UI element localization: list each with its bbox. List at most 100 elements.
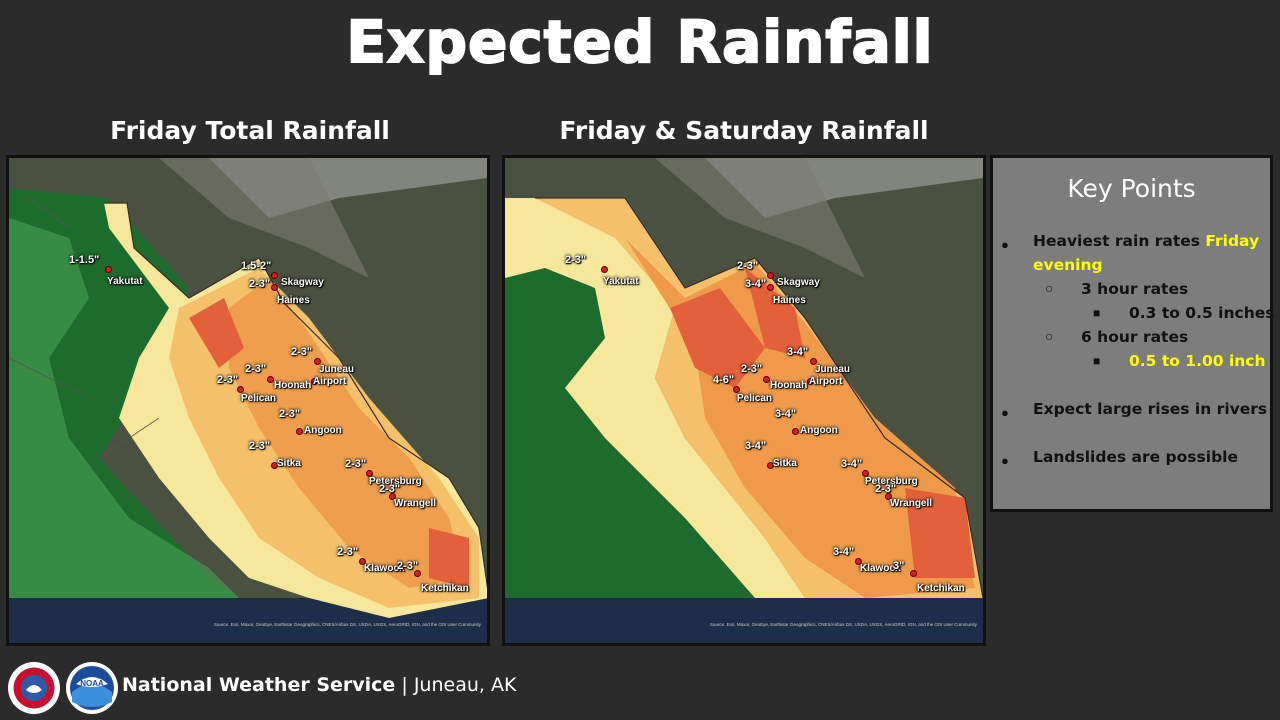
location-marker-sitka[interactable]	[767, 462, 774, 469]
location-marker-pelican[interactable]	[733, 386, 740, 393]
town-label-sitka: Sitka	[773, 458, 797, 469]
nws-logo-icon	[9, 663, 59, 713]
noaa-logo: NOAA	[66, 662, 118, 714]
square-bullet-icon: ■	[1093, 354, 1101, 368]
map-title-friday-saturday: Friday & Saturday Rainfall	[559, 116, 929, 145]
rainfall-map-friday-saturday	[505, 158, 983, 643]
location-marker-klawock[interactable]	[855, 558, 862, 565]
sub-point-3hr: 3 hour rates	[1081, 280, 1189, 298]
location-marker-airport[interactable]	[807, 378, 814, 385]
footer-org: National Weather Service	[122, 674, 396, 696]
town-label-wrangell: Wrangell	[394, 498, 437, 509]
rainfall-amount-klawock: 3-4"	[833, 546, 855, 558]
town-label-klawock: Klawock	[860, 563, 901, 574]
key-points-panel: Key Points ● Heaviest rain rates Friday …	[990, 155, 1275, 512]
rainfall-amount-wrangell: 2-3"	[379, 483, 401, 495]
location-marker-sitka[interactable]	[271, 462, 278, 469]
bullet-icon: ●	[1001, 453, 1009, 468]
location-marker-juneau[interactable]	[810, 358, 817, 365]
town-label-skagway: Skagway	[777, 277, 820, 288]
square-bullet-icon: ■	[1093, 306, 1101, 320]
rainfall-amount-wrangell: 2-3"	[875, 483, 897, 495]
location-marker-angoon[interactable]	[792, 428, 799, 435]
svg-text:NOAA: NOAA	[80, 679, 104, 688]
rainfall-amount-juneau: 3-4"	[787, 346, 809, 358]
rainfall-amount-sitka: 2-3"	[249, 440, 271, 452]
town-label-skagway: Skagway	[281, 277, 324, 288]
town-label-juneau: Juneau	[319, 364, 355, 375]
key-point-rivers: Expect large rises in rivers	[1033, 400, 1268, 418]
town-label-angoon: Angoon	[304, 425, 342, 436]
rainfall-amount-angoon: 3-4"	[775, 408, 797, 420]
footer-office: Juneau, AK	[413, 674, 517, 696]
town-label-pelican: Pelican	[737, 393, 773, 404]
location-marker-petersburg[interactable]	[366, 470, 373, 477]
key-point-heaviest-rain-cont: evening	[1033, 256, 1103, 274]
location-marker-ketchikan[interactable]	[414, 570, 421, 577]
location-marker-hoonah[interactable]	[763, 376, 770, 383]
location-marker-skagway[interactable]	[767, 272, 774, 279]
key-point-heaviest-rain: Heaviest rain rates Friday	[1033, 232, 1260, 250]
rainfall-amount-ketchikan: 2-3"	[397, 560, 419, 572]
bullet-icon: ●	[1001, 237, 1009, 252]
location-marker-ketchikan[interactable]	[910, 570, 917, 577]
town-label-pelican: Pelican	[241, 393, 277, 404]
rainfall-amount-pelican: 4-6"	[713, 374, 735, 386]
location-marker-skagway[interactable]	[271, 272, 278, 279]
town-label-yakutat: Yakutat	[107, 276, 143, 287]
location-marker-wrangell[interactable]	[389, 493, 396, 500]
map-friday-saturday[interactable]: Yakutat 2-3" Skagway 2-3" Haines 3-4" Juneau 3-…	[502, 155, 986, 646]
location-marker-yakutat[interactable]	[105, 266, 112, 273]
town-label-ketchikan: Ketchikan	[421, 583, 469, 594]
rainfall-amount-hoonah: 2-3"	[245, 363, 267, 375]
rainfall-amount-pelican: 2-3"	[217, 374, 239, 386]
location-marker-airport[interactable]	[311, 378, 318, 385]
footer: National Weather Service | Juneau, AK	[122, 674, 516, 696]
town-label-hoonah: Hoonah	[770, 380, 808, 391]
town-label-ketchikan: Ketchikan	[917, 583, 965, 594]
rainfall-amount-hoonah: 2-3"	[741, 363, 763, 375]
sub-point-3hr-value: 0.3 to 0.5 inches	[1129, 304, 1275, 322]
circle-bullet-icon: ○	[1045, 328, 1054, 344]
sub-point-6hr-value: 0.5 to 1.00 inch	[1129, 352, 1266, 370]
circle-bullet-icon: ○	[1045, 280, 1054, 296]
rainfall-amount-petersburg: 3-4"	[841, 458, 863, 470]
bullet-icon: ●	[1001, 405, 1009, 420]
sub-point-6hr: 6 hour rates	[1081, 328, 1189, 346]
location-marker-wrangell[interactable]	[885, 493, 892, 500]
map-source: Source: Esri, Maxar, GeoEye, Earthstar G…	[709, 622, 977, 627]
location-marker-klawock[interactable]	[359, 558, 366, 565]
rainfall-amount-juneau: 2-3"	[291, 346, 313, 358]
rainfall-amount-haines: 3-4"	[745, 278, 767, 290]
rainfall-amount-yakutat: 2-3"	[565, 254, 587, 266]
location-marker-haines[interactable]	[767, 284, 774, 291]
footer-separator: |	[401, 674, 408, 696]
location-marker-hoonah[interactable]	[267, 376, 274, 383]
noaa-logo-icon: NOAA	[70, 666, 114, 710]
town-label-klawock: Klawock	[364, 563, 405, 574]
rainfall-amount-skagway: 1.5-2"	[241, 260, 272, 272]
rainfall-amount-ketchikan: 3"	[893, 560, 905, 572]
town-label-wrangell: Wrangell	[890, 498, 933, 509]
location-marker-petersburg[interactable]	[862, 470, 869, 477]
rainfall-amount-petersburg: 2-3"	[345, 458, 367, 470]
location-marker-pelican[interactable]	[237, 386, 244, 393]
rainfall-amount-angoon: 2-3"	[279, 408, 301, 420]
map-friday-total[interactable]: Yakutat 1-1.5" Skagway 1.5-2" Haines 2-3" June…	[6, 155, 490, 646]
town-label-haines: Haines	[277, 295, 310, 306]
rainfall-map-friday	[9, 158, 487, 643]
location-marker-yakutat[interactable]	[601, 266, 608, 273]
location-marker-haines[interactable]	[271, 284, 278, 291]
town-label-airport: Airport	[809, 376, 843, 387]
town-label-petersburg: Petersburg	[369, 476, 422, 487]
rainfall-amount-skagway: 2-3"	[737, 260, 759, 272]
town-label-sitka: Sitka	[277, 458, 301, 469]
location-marker-angoon[interactable]	[296, 428, 303, 435]
map-title-friday: Friday Total Rainfall	[110, 116, 390, 145]
highlight-friday: Friday	[1205, 232, 1260, 250]
town-label-juneau: Juneau	[815, 364, 851, 375]
rainfall-amount-sitka: 3-4"	[745, 440, 767, 452]
rainfall-amount-klawock: 2-3"	[337, 546, 359, 558]
town-label-angoon: Angoon	[800, 425, 838, 436]
location-marker-juneau[interactable]	[314, 358, 321, 365]
